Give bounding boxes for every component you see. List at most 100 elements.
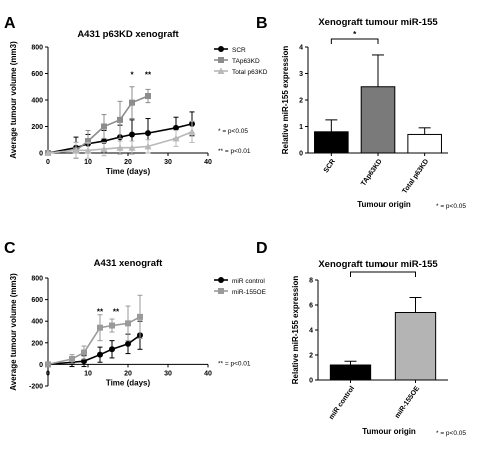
x-tick-label: 20: [124, 159, 132, 166]
x-axis-label: Tumour origin: [362, 427, 416, 436]
panel-letter: D: [256, 240, 268, 257]
x-tick-label: 0: [46, 370, 50, 377]
data-point: [128, 144, 136, 151]
series-line: [47, 334, 141, 366]
y-axis-label: Average tumour volume (mm3): [9, 273, 18, 391]
data-point: [172, 134, 180, 142]
p-value-key: ** = p<0.01: [218, 148, 251, 155]
panel-letter: C: [4, 240, 16, 257]
significance-marker: *: [130, 71, 134, 80]
x-tick-label: 10: [84, 370, 92, 377]
y-axis-label: Relative miR-155 expression: [291, 276, 300, 385]
data-point: [117, 116, 123, 123]
data-point: [109, 322, 115, 329]
x-axis-label: Time (days): [106, 378, 151, 387]
data-point: [129, 131, 135, 138]
y-tick-label: 2: [299, 98, 303, 105]
data-point: [145, 93, 151, 100]
y-tick-label: 0: [39, 362, 43, 369]
data-point: [97, 351, 103, 358]
bar: [394, 312, 437, 381]
significance-bracket: [330, 38, 379, 44]
panel-d: D Xenograft tumour miR-155 0 2 4 6 8 Relative m…: [256, 240, 466, 437]
legend-marker: [218, 288, 224, 294]
panel-letter: B: [256, 15, 268, 32]
data-point: [84, 146, 92, 154]
y-tick-label: 4: [309, 328, 313, 335]
y-tick-label: 1: [299, 124, 303, 131]
x-tick-label: 30: [164, 159, 172, 166]
data-point: [125, 340, 131, 347]
legend-label: miR-155OE: [232, 289, 267, 296]
bar: [314, 131, 349, 154]
significance-marker: **: [113, 307, 120, 316]
data-point: [69, 356, 75, 362]
y-tick-label: 0: [309, 378, 313, 385]
legend-label: TAp63KD: [232, 58, 260, 65]
significance-bracket: [350, 271, 416, 277]
y-tick-label: 800: [31, 276, 43, 283]
data-point: [173, 124, 179, 131]
data-point: [129, 99, 135, 106]
legend-marker: [218, 46, 224, 52]
p-value-key: * = p<0.05: [436, 430, 466, 437]
data-point: [72, 146, 80, 154]
y-axis-label: Average tumour volume (mm3): [9, 41, 18, 159]
x-axis-label: Time (days): [106, 167, 151, 176]
x-tick-label: SCR: [323, 158, 337, 174]
y-tick-label: 600: [31, 297, 43, 304]
x-tick-label: Total p63KD: [401, 158, 430, 195]
bar: [329, 364, 372, 381]
chart-title: A431 xenograft: [94, 258, 163, 269]
data-point: [188, 128, 196, 135]
data-point: [81, 358, 87, 365]
data-point: [45, 361, 51, 368]
x-tick-label: 10: [84, 159, 92, 166]
legend-marker: [218, 277, 224, 283]
y-tick-label: 3: [299, 71, 303, 78]
data-point: [101, 123, 107, 130]
data-point: [109, 346, 115, 353]
legend-marker: [217, 67, 225, 74]
significance-marker: *: [381, 263, 385, 272]
bar: [360, 86, 396, 154]
data-point: [125, 320, 131, 327]
y-tick-label: 2: [309, 353, 313, 360]
x-tick-label: TAp63KD: [360, 158, 384, 187]
p-value-key: * = p<0.05: [218, 128, 248, 135]
y-tick-label: 400: [31, 319, 43, 326]
panel-letter: A: [4, 15, 16, 32]
y-tick-label: 600: [31, 71, 43, 78]
chart-title: A431 p63KD xenograft: [77, 29, 179, 40]
panel-b: B Xenograft tumour miR-155 0 1 2 3 4 Relative m…: [256, 15, 466, 210]
legend-label: Total p63KD: [232, 69, 268, 76]
data-point: [85, 138, 91, 145]
y-tick-label: 0: [39, 151, 43, 158]
chart-title: Xenograft tumour miR-155: [318, 259, 438, 270]
y-tick-label: 800: [31, 45, 43, 52]
data-point: [145, 130, 151, 137]
y-axis-label: Relative miR-155 expression: [281, 46, 290, 155]
x-tick-label: 40: [204, 370, 212, 377]
x-tick-label: 20: [124, 370, 132, 377]
y-tick-label: 200: [31, 340, 43, 347]
x-axis-label: Tumour origin: [357, 200, 411, 209]
bar: [407, 133, 442, 154]
x-tick-label: 40: [204, 159, 212, 166]
data-point: [116, 144, 124, 151]
legend-label: SCR: [232, 47, 246, 54]
significance-marker: **: [97, 307, 104, 316]
data-point: [144, 142, 152, 150]
data-point: [137, 313, 143, 320]
legend-label: miR control: [232, 278, 265, 285]
y-tick-label: -200: [29, 384, 43, 391]
y-tick-label: 200: [31, 124, 43, 131]
x-tick-label: 0: [46, 159, 50, 166]
x-tick-label: miR control: [328, 385, 356, 421]
data-point: [81, 349, 87, 356]
y-tick-label: 4: [299, 45, 303, 52]
y-tick-label: 6: [309, 303, 313, 310]
